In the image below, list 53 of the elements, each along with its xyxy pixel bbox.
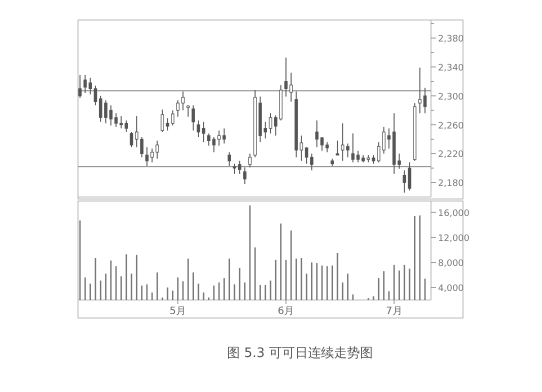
candlestick [156, 140, 159, 160]
y-tick-label: 2,180 [438, 179, 464, 190]
candlestick [336, 140, 340, 156]
candlestick [114, 112, 118, 128]
candlestick [171, 110, 174, 126]
candlestick [196, 120, 200, 138]
candlestick [423, 87, 427, 114]
candlestick [222, 128, 226, 144]
text: 图 5.3 可可日连续走势图 [227, 346, 373, 361]
candlestick [310, 153, 314, 171]
candlestick [238, 160, 242, 174]
candlestick [248, 153, 252, 168]
candlestick [176, 100, 180, 118]
candlestick [145, 146, 149, 166]
y-tick-label: 2,380 [438, 34, 464, 45]
candlestick [315, 120, 319, 148]
candlestick [130, 131, 134, 148]
candlestick [160, 109, 164, 132]
y-tick-label: 4,000 [438, 284, 464, 294]
y-tick-label: 2,220 [438, 150, 464, 160]
candlestick [228, 152, 231, 166]
candlestick [289, 72, 293, 102]
candlestick [320, 136, 324, 152]
candlestick [418, 67, 422, 114]
candlestick [181, 91, 185, 111]
candlestick [192, 104, 195, 132]
y-tick-label: 2,260 [438, 121, 464, 132]
candlestick [284, 57, 288, 98]
candlestick [217, 130, 221, 146]
y-tick-label: 2,300 [438, 92, 464, 102]
candlestick [98, 95, 102, 122]
candlestick [243, 166, 246, 184]
candlestick [186, 104, 190, 118]
candlestick [387, 128, 391, 150]
y-tick-label: 8,000 [438, 258, 464, 269]
x-tick-label: 6月 [278, 306, 294, 317]
candlestick [356, 150, 360, 163]
candlestick [94, 85, 98, 106]
candlestick [232, 163, 236, 174]
y-tick-label: 12,000 [438, 234, 470, 244]
candlestick [402, 170, 406, 194]
candlestick [166, 118, 170, 132]
candlestick [351, 132, 355, 163]
candlestick [304, 146, 308, 164]
x-tick-label: 5月 [170, 306, 186, 317]
candlestick [268, 112, 272, 134]
candlestick [202, 121, 206, 143]
candlestick [300, 135, 304, 162]
y-tick-label: 2,340 [438, 63, 464, 74]
y-tick-label: 16,000 [438, 208, 470, 219]
candlestick [408, 162, 412, 191]
x-tick-label: 7月 [386, 306, 402, 317]
candlestick [326, 142, 329, 153]
